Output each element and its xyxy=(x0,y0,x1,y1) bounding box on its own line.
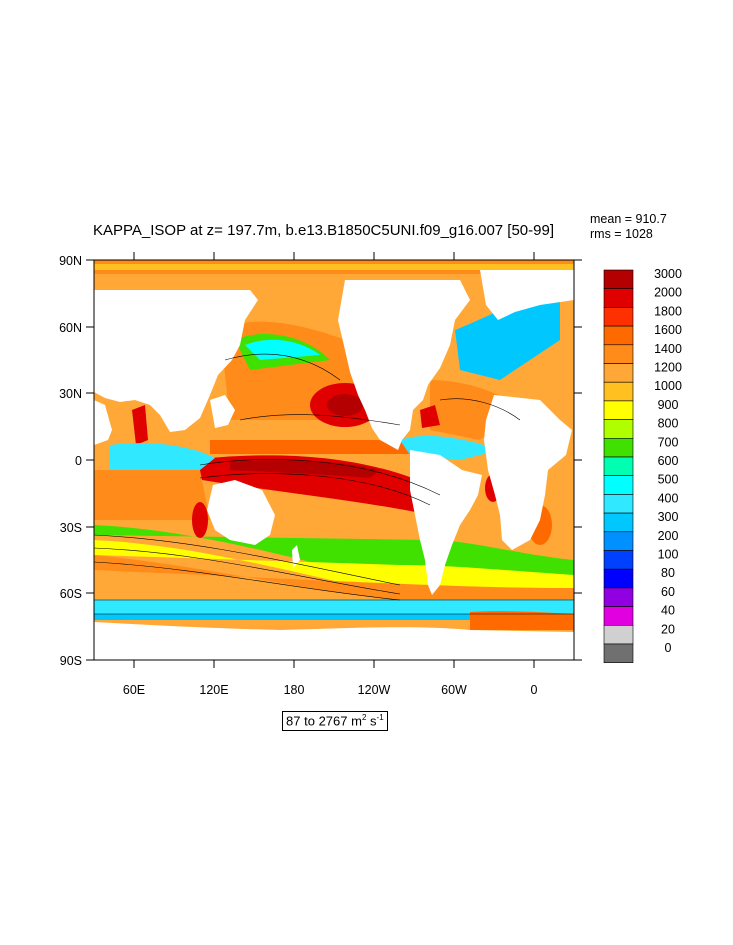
colorbar-label: 1400 xyxy=(654,342,682,356)
y-tick-label: 60N xyxy=(59,321,82,335)
colorbar-swatch xyxy=(603,269,634,290)
colorbar-label: 300 xyxy=(658,510,679,524)
colorbar-label: 400 xyxy=(658,491,679,505)
colorbar-swatch xyxy=(603,325,634,346)
range-max: 2767 xyxy=(318,713,348,729)
ocean-field xyxy=(94,260,574,660)
colorbar-label: 40 xyxy=(661,604,675,618)
colorbar-swatch xyxy=(603,606,634,626)
x-tick-label: 60W xyxy=(441,683,467,697)
colorbar-label: 200 xyxy=(658,529,679,543)
unit-s-exp: -1 xyxy=(376,713,384,722)
colorbar-swatch xyxy=(603,475,634,495)
colorbar-swatch xyxy=(603,624,634,645)
colorbar-swatch xyxy=(603,288,634,308)
x-tick-marks xyxy=(133,252,535,668)
colorbar-swatch xyxy=(603,456,634,477)
colorbar-swatch xyxy=(603,531,634,551)
colorbar-swatch xyxy=(603,437,634,458)
colorbar-swatch xyxy=(603,494,634,514)
colorbar-label: 3000 xyxy=(654,267,682,281)
colorbar-swatch xyxy=(603,307,634,327)
y-tick-label: 60S xyxy=(60,587,82,601)
colorbar-swatch xyxy=(603,400,634,420)
colorbar: 3000200018001600140012001000900800700600… xyxy=(603,267,682,664)
colorbar-swatch xyxy=(603,550,634,570)
unit-m-exp: 2 xyxy=(361,713,367,722)
colorbar-label: 700 xyxy=(658,435,679,449)
colorbar-swatch xyxy=(603,381,634,402)
contour-lines xyxy=(94,353,574,615)
colorbar-label: 80 xyxy=(661,566,675,580)
x-tick-label: 0 xyxy=(531,683,538,697)
y-tick-label: 90N xyxy=(59,254,82,268)
y-tick-label: 90S xyxy=(60,654,82,668)
colorbar-label: 1600 xyxy=(654,323,682,337)
colorbar-label: 20 xyxy=(661,622,675,636)
x-tick-label: 180 xyxy=(284,683,305,697)
land-masses xyxy=(94,270,574,660)
range-to: to xyxy=(304,713,315,729)
colorbar-label: 500 xyxy=(658,473,679,487)
range-min: 87 xyxy=(286,713,301,729)
data-range-box: 87 to 2767 m2 s-1 xyxy=(282,711,388,732)
x-tick-label: 60E xyxy=(123,683,145,697)
y-tick-marks xyxy=(86,259,582,661)
y-tick-label: 0 xyxy=(75,454,82,468)
colorbar-label: 100 xyxy=(658,548,679,562)
colorbar-swatch xyxy=(603,643,634,664)
unit-s: s xyxy=(370,713,377,729)
colorbar-label: 600 xyxy=(658,454,679,468)
map-title: KAPPA_ISOP at z= 197.7m, b.e13.B1850C5UN… xyxy=(93,222,555,239)
colorbar-swatch xyxy=(603,512,634,533)
x-tick-label: 120W xyxy=(358,683,391,697)
rms-value: rms = 1028 xyxy=(590,227,653,241)
colorbar-label: 1800 xyxy=(654,304,682,318)
colorbar-swatch xyxy=(603,344,634,364)
stats-block: mean = 910.7 rms = 1028 xyxy=(590,212,667,242)
colorbar-swatch xyxy=(603,587,634,607)
colorbar-label: 1000 xyxy=(654,379,682,393)
colorbar-label: 2000 xyxy=(654,286,682,300)
colorbar-swatch xyxy=(603,419,634,439)
unit-m: m xyxy=(351,713,362,729)
colorbar-label: 900 xyxy=(658,398,679,412)
mean-value: mean = 910.7 xyxy=(590,212,667,226)
colorbar-label: 1200 xyxy=(654,361,682,375)
colorbar-swatch xyxy=(603,363,634,383)
colorbar-label: 800 xyxy=(658,417,679,431)
colorbar-label: 0 xyxy=(665,641,672,655)
y-tick-label: 30N xyxy=(59,387,82,401)
x-tick-label: 120E xyxy=(199,683,228,697)
y-tick-label: 30S xyxy=(60,521,82,535)
colorbar-label: 60 xyxy=(661,585,675,599)
colorbar-swatch xyxy=(603,568,634,589)
